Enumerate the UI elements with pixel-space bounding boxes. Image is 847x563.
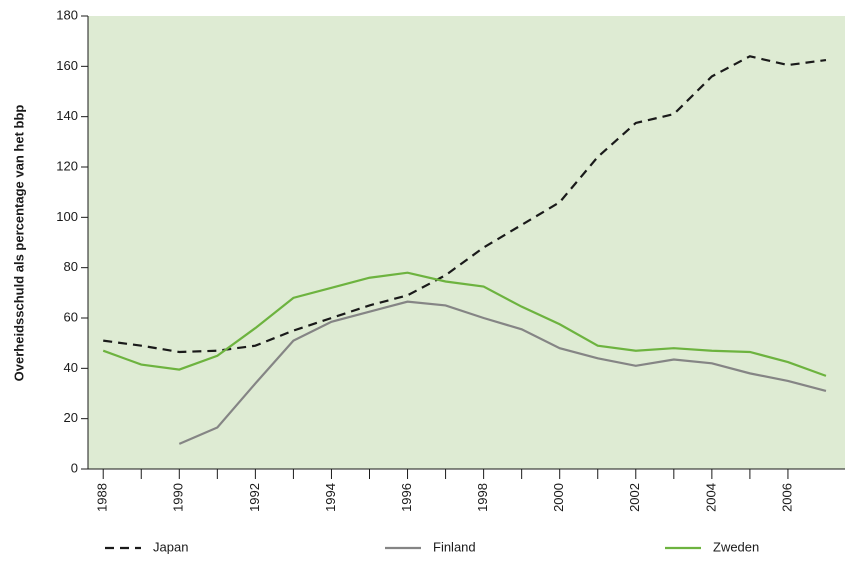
x-tick-label: 1994 <box>323 483 338 512</box>
legend-label: Finland <box>433 539 476 554</box>
y-tick-label: 180 <box>56 7 78 22</box>
x-tick-label: 2004 <box>703 483 718 512</box>
x-tick-label: 1990 <box>171 483 186 512</box>
x-tick-label: 1992 <box>247 483 262 512</box>
x-tick-label: 2006 <box>779 483 794 512</box>
y-tick-label: 100 <box>56 209 78 224</box>
x-tick-label: 1998 <box>475 483 490 512</box>
plot-area <box>88 16 845 469</box>
y-tick-label: 0 <box>71 460 78 475</box>
x-tick-label: 2002 <box>627 483 642 512</box>
y-tick-label: 140 <box>56 108 78 123</box>
y-tick-label: 20 <box>64 410 78 425</box>
legend-label: Japan <box>153 539 188 554</box>
y-tick-label: 80 <box>64 259 78 274</box>
legend-label: Zweden <box>713 539 759 554</box>
y-axis-label: Overheidsschuld als percentage van het b… <box>11 105 26 382</box>
x-tick-label: 1996 <box>399 483 414 512</box>
y-tick-label: 40 <box>64 360 78 375</box>
y-tick-label: 120 <box>56 158 78 173</box>
x-tick-label: 2000 <box>551 483 566 512</box>
series-line <box>102 271 827 377</box>
x-tick-label: 1988 <box>95 483 110 512</box>
y-tick-label: 60 <box>64 309 78 324</box>
series-line <box>178 300 827 445</box>
y-tick-label: 160 <box>56 58 78 73</box>
